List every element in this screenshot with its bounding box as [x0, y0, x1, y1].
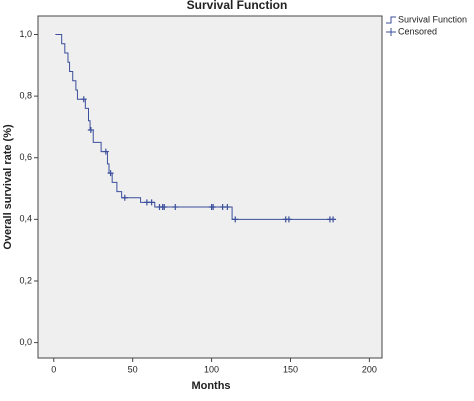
censor-mark: [224, 204, 231, 211]
censor-mark: [107, 170, 114, 177]
censor-mark: [285, 216, 292, 223]
censor-mark: [80, 96, 87, 103]
x-tick-label: 0: [51, 364, 56, 374]
y-axis-label: Overall survival rate (%): [2, 124, 14, 250]
censor-mark: [232, 216, 239, 223]
y-tick-label: 0,2: [19, 275, 32, 285]
y-tick-label: 1,0: [19, 29, 32, 39]
x-tick-label: 150: [283, 364, 298, 374]
x-tick-label: 50: [128, 364, 138, 374]
censor-mark: [161, 204, 168, 211]
y-tick-label: 0,8: [19, 90, 32, 100]
censor-mark: [121, 194, 128, 201]
censor-mark: [172, 204, 179, 211]
x-axis-label: Months: [191, 380, 230, 392]
chart-title: Survival Function: [187, 0, 288, 12]
legend-label: Censored: [398, 26, 437, 36]
censor-mark: [210, 204, 217, 211]
censor-mark: [148, 199, 155, 206]
legend-swatch: [386, 16, 396, 24]
censor-mark: [330, 216, 337, 223]
censor-mark: [102, 148, 109, 155]
y-tick-label: 0,4: [19, 214, 32, 224]
legend-label: Survival Function: [398, 14, 467, 24]
x-tick-label: 100: [204, 364, 219, 374]
legend-swatch: [386, 28, 396, 36]
y-tick-label: 0,0: [19, 337, 32, 347]
plot-area: [37, 15, 383, 359]
censor-mark: [87, 127, 94, 133]
x-tick-label: 200: [362, 364, 377, 374]
y-tick-label: 0,6: [19, 152, 32, 162]
